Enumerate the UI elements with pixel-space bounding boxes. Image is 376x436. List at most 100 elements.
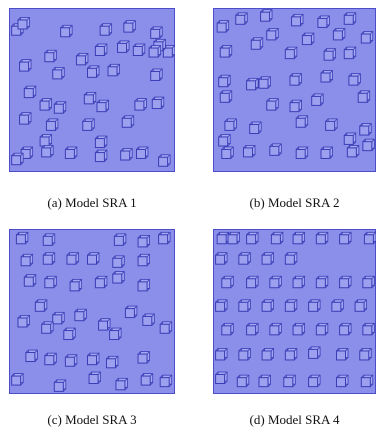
block-marker (261, 348, 274, 361)
block-marker (19, 59, 32, 72)
block-marker (362, 322, 375, 336)
block-marker (323, 48, 336, 61)
block-marker (243, 144, 256, 158)
block-marker (15, 231, 29, 245)
block-marker (39, 98, 52, 111)
block-marker (315, 322, 329, 336)
block-marker (354, 299, 368, 312)
block-marker (221, 275, 234, 289)
caption-model-sra-1: (a) Model SRA 1 (47, 195, 137, 210)
block-marker (63, 327, 76, 341)
block-marker (317, 15, 330, 28)
block-marker (44, 49, 57, 63)
block-marker (159, 374, 173, 388)
block-marker (283, 374, 296, 388)
block-marker (235, 12, 248, 25)
block-marker (44, 275, 57, 289)
block-marker (44, 352, 57, 366)
block-marker (52, 67, 65, 80)
block-marker (219, 45, 233, 58)
square-plan-sra-4 (213, 229, 376, 394)
block-marker (362, 275, 375, 289)
block-marker (238, 252, 251, 265)
block-marker (11, 373, 24, 386)
block-marker (53, 379, 67, 392)
block-marker (359, 123, 372, 136)
block-marker (20, 253, 34, 267)
block-marker (219, 90, 233, 103)
block-marker (87, 352, 100, 366)
block-marker (215, 252, 228, 265)
block-marker (292, 275, 305, 289)
block-marker (227, 231, 240, 245)
block-marker (42, 252, 56, 265)
block-marker (246, 322, 259, 336)
block-marker (331, 299, 344, 312)
block-marker (137, 351, 150, 364)
block-marker (215, 371, 228, 385)
block-marker (346, 144, 360, 158)
block-marker (23, 85, 37, 99)
block-marker (94, 43, 108, 56)
block-marker (292, 322, 305, 336)
caption-model-sra-3: (c) Model SRA 3 (47, 412, 137, 427)
block-marker (221, 146, 234, 159)
block-marker (250, 37, 264, 50)
caption-model-sra-4: (d) Model SRA 4 (249, 412, 340, 427)
block-marker (336, 348, 349, 361)
caption-model-sra-2: (b) Model SRA 2 (249, 195, 340, 210)
block-marker (124, 305, 138, 319)
block-marker (96, 99, 109, 113)
block-marker (132, 43, 146, 56)
block-marker (218, 134, 231, 147)
block-marker (159, 321, 173, 334)
block-marker (295, 115, 309, 128)
block-marker (150, 26, 163, 39)
block-marker (236, 374, 250, 388)
block-marker (45, 118, 59, 131)
block-marker (215, 299, 228, 312)
block-marker (311, 93, 324, 106)
block-marker (359, 348, 372, 361)
block-marker (158, 154, 171, 167)
block-marker (53, 101, 67, 114)
block-marker (325, 118, 338, 131)
block-marker (308, 374, 321, 388)
block-marker (11, 152, 24, 166)
block-marker (120, 148, 133, 161)
block-marker (258, 76, 271, 89)
block-marker (260, 9, 273, 22)
block-marker (140, 373, 154, 386)
block-marker (52, 311, 65, 325)
block-marker (137, 253, 150, 267)
block-marker (357, 90, 371, 103)
block-marker (75, 52, 89, 66)
block-marker (289, 99, 302, 113)
block-marker (284, 252, 298, 265)
block-marker (246, 275, 259, 289)
block-marker (94, 149, 108, 163)
block-marker (134, 98, 147, 111)
block-marker (39, 134, 52, 147)
block-marker (336, 374, 349, 388)
block-marker (269, 143, 282, 156)
base-plate (9, 8, 175, 172)
block-marker (121, 115, 135, 128)
block-marker (362, 138, 375, 152)
block-marker (64, 354, 78, 367)
panel-model-sra-3 (9, 229, 175, 394)
block-marker (137, 235, 150, 248)
square-plan-sra-2 (213, 8, 376, 172)
block-marker (215, 348, 228, 361)
block-marker (117, 40, 130, 53)
block-marker (308, 346, 321, 359)
block-marker (150, 68, 163, 81)
block-marker (64, 146, 78, 159)
block-marker (284, 348, 298, 361)
block-marker (339, 322, 352, 336)
block-marker (292, 231, 305, 245)
block-marker (343, 12, 357, 25)
square-plan-sra-3 (9, 229, 175, 394)
block-marker (19, 112, 32, 125)
block-marker (112, 271, 125, 284)
